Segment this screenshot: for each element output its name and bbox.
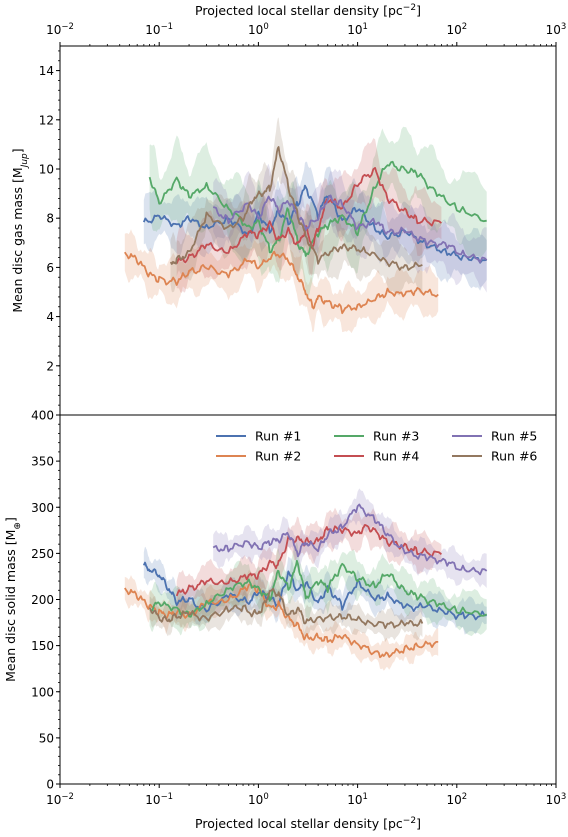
gas-y-tick-label: 10 (39, 163, 54, 177)
solid-line-run-1 (142, 561, 487, 621)
gas-lines (124, 146, 488, 315)
top-x-ticks: 10−2 10−1 100 101 102 103 (46, 22, 566, 46)
gas-y-tick-label: 8 (46, 212, 54, 226)
solid-y-tick-label: 350 (31, 455, 54, 469)
gas-y-tick-label: 14 (39, 64, 54, 78)
bottom-x-tick-label: 10−1 (145, 792, 173, 807)
legend: Run #1 Run #2 Run #3 Run #4 Run #5 Run #6 (216, 429, 537, 464)
bottom-x-ticks: 10−2 10−1 100 101 102 103 (46, 784, 566, 807)
solid-y-ticks: 0 50 100 150 200 250 300 350 400 (31, 409, 60, 792)
solid-band-run-6 (149, 575, 423, 642)
legend-label-run-5: Run #5 (491, 429, 537, 444)
gas-y-tick-label: 4 (46, 310, 54, 324)
gas-y-tick-label: 6 (46, 261, 54, 275)
legend-label-run-4: Run #4 (373, 449, 419, 464)
solid-line-run-4 (175, 524, 442, 597)
top-x-tick-label: 101 (347, 22, 368, 37)
solid-y-tick-label: 100 (31, 685, 54, 699)
gas-line-run-5 (213, 194, 488, 264)
gas-y-ticks: 2 4 6 8 10 12 14 (39, 50, 60, 416)
gas-y-tick-label: 2 (46, 359, 54, 373)
gas-line-run-6 (169, 146, 423, 271)
gas-line-run-1 (142, 184, 487, 264)
gas-band-run-2 (124, 228, 439, 334)
gas-y-axis-label: Mean disc gas mass [MJup] (10, 148, 30, 312)
legend-label-run-2: Run #2 (255, 449, 301, 464)
top-x-tick-label: 100 (248, 22, 269, 37)
solid-band-run-5 (213, 488, 487, 588)
solid-line-run-5 (212, 503, 488, 576)
gas-panel: 2 4 6 8 10 12 14 Mean disc gas mass [MJup] (10, 45, 557, 416)
gas-band-run-5 (213, 163, 487, 293)
bottom-x-axis-label: Projected local stellar density [pc−2] (195, 816, 421, 831)
bottom-x-tick-label: 102 (446, 792, 467, 807)
solid-y-tick-label: 150 (31, 639, 54, 653)
bottom-x-tick-label: 103 (546, 792, 567, 807)
gas-line-run-2 (124, 250, 439, 315)
top-x-tick-label: 10−1 (145, 22, 173, 37)
gas-y-tick-label: 12 (39, 113, 54, 127)
top-x-tick-label: 103 (546, 22, 567, 37)
legend-label-run-1: Run #1 (255, 429, 301, 444)
bottom-x-tick-label: 10−2 (46, 792, 74, 807)
solid-y-tick-label: 250 (31, 547, 54, 561)
solid-y-tick-label: 50 (39, 731, 54, 745)
gas-band-run-1 (143, 161, 487, 291)
solid-line-run-3 (149, 559, 488, 618)
top-x-tick-label: 102 (446, 22, 467, 37)
solid-panel: 0 50 100 150 200 250 300 350 400 Mean disc solid… (3, 409, 557, 792)
gas-line-run-3 (148, 160, 487, 257)
solid-y-tick-label: 200 (31, 593, 54, 607)
solid-y-tick-label: 0 (46, 778, 54, 792)
solid-band-run-3 (149, 541, 487, 637)
solid-y-axis-label: Mean disc solid mass [M⊕] (3, 517, 23, 682)
solid-band-run-1 (143, 546, 487, 635)
solid-line-run-6 (148, 587, 424, 629)
bottom-x-tick-label: 101 (347, 792, 368, 807)
top-x-tick-label: 10−2 (46, 22, 74, 37)
top-x-axis-label: Projected local stellar density [pc−2] (195, 3, 421, 18)
solid-y-tick-label: 400 (31, 409, 54, 423)
bottom-x-tick-label: 100 (248, 792, 269, 807)
gas-band-run-3 (149, 126, 487, 297)
solid-lines (124, 503, 488, 659)
legend-label-run-3: Run #3 (373, 429, 419, 444)
solid-y-tick-label: 300 (31, 501, 54, 515)
gas-band-run-4 (176, 138, 442, 293)
legend-label-run-6: Run #6 (491, 449, 537, 464)
solid-line-run-2 (124, 583, 439, 659)
solid-panel-frame (59, 414, 557, 785)
